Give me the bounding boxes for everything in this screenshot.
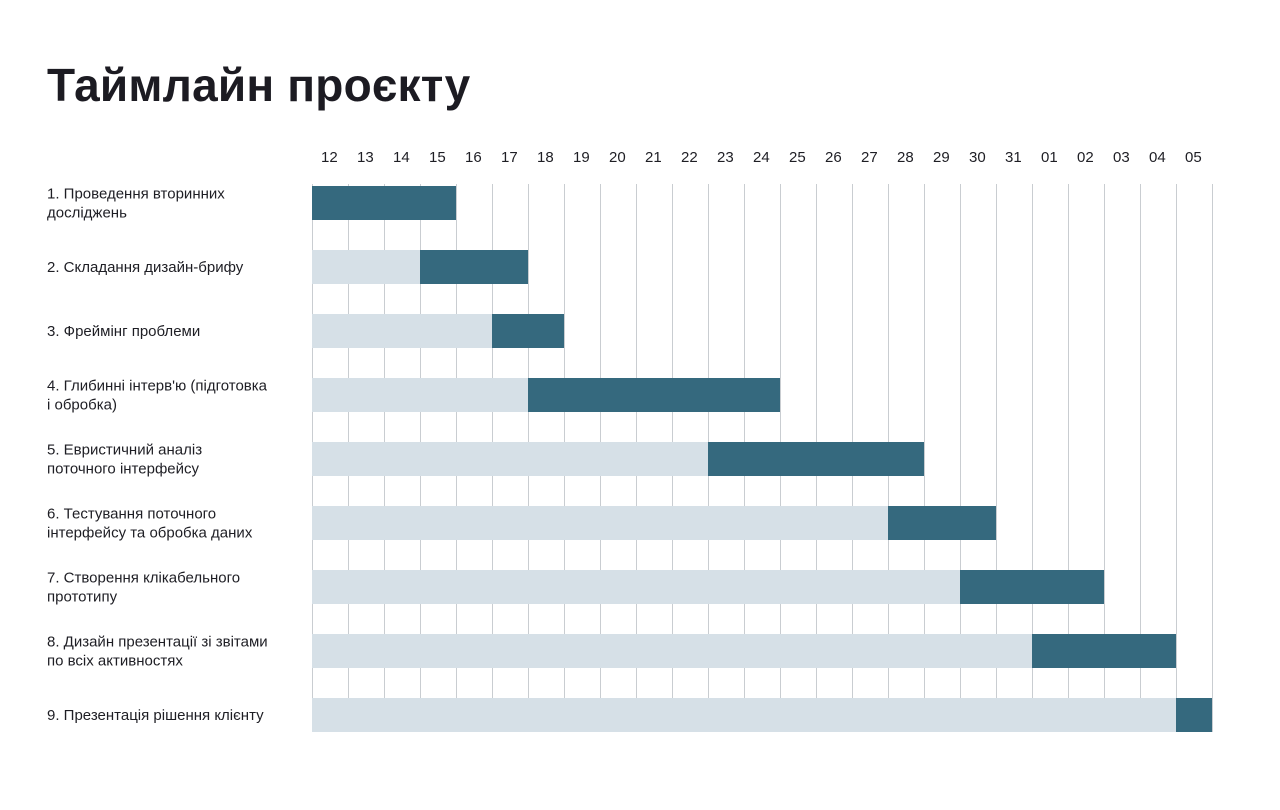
x-tick-label: 25 xyxy=(789,149,806,166)
task-label: 1. Проведення вторинних xyxy=(47,186,225,203)
task-label: інтерфейсу та обробка даних xyxy=(47,525,253,542)
task-label: 8. Дизайн презентації зі звітами xyxy=(47,634,268,651)
task-label: прототипу xyxy=(47,589,118,606)
x-tick-label: 28 xyxy=(897,149,914,166)
task-label: 2. Складання дизайн-брифу xyxy=(47,259,244,276)
bar-track xyxy=(312,442,708,476)
task-bar xyxy=(1032,634,1176,668)
x-tick-label: 02 xyxy=(1077,149,1094,166)
x-tick-label: 16 xyxy=(465,149,482,166)
task-label: 5. Евристичний аналіз xyxy=(47,442,202,459)
task-label: по всіх активностях xyxy=(47,653,183,670)
x-tick-label: 15 xyxy=(429,149,446,166)
task-bar xyxy=(492,314,564,348)
x-axis-ticks: 12 13 14 15 16 17 18 19 20 21 22 23 24 25 26 27 28 29 30 31… xyxy=(321,149,1202,166)
task-bars xyxy=(312,186,1212,732)
x-tick-label: 14 xyxy=(393,149,410,166)
x-tick-label: 21 xyxy=(645,149,662,166)
task-bar xyxy=(420,250,528,284)
task-bar xyxy=(708,442,924,476)
task-label: і обробка) xyxy=(47,397,117,414)
x-tick-label: 23 xyxy=(717,149,734,166)
x-tick-label: 27 xyxy=(861,149,878,166)
x-tick-label: 05 xyxy=(1185,149,1202,166)
bar-track xyxy=(312,314,492,348)
bar-track xyxy=(312,698,1176,732)
x-tick-label: 18 xyxy=(537,149,554,166)
x-tick-label: 29 xyxy=(933,149,950,166)
task-bar xyxy=(1176,698,1212,732)
task-label: поточного інтерфейсу xyxy=(47,461,200,478)
bar-track xyxy=(312,506,888,540)
bar-track xyxy=(312,570,960,604)
task-bar xyxy=(312,186,456,220)
bar-track xyxy=(312,634,1032,668)
x-tick-label: 13 xyxy=(357,149,374,166)
task-label: досліджень xyxy=(47,205,127,222)
bar-track xyxy=(312,250,420,284)
x-tick-label: 12 xyxy=(321,149,338,166)
bar-track xyxy=(312,378,528,412)
x-tick-label: 01 xyxy=(1041,149,1058,166)
x-tick-label: 20 xyxy=(609,149,626,166)
task-bar xyxy=(528,378,780,412)
x-tick-label: 17 xyxy=(501,149,518,166)
x-tick-label: 03 xyxy=(1113,149,1130,166)
page-title: Таймлайн проєкту xyxy=(47,59,471,111)
x-tick-label: 31 xyxy=(1005,149,1022,166)
task-bar xyxy=(960,570,1104,604)
task-bar xyxy=(888,506,996,540)
bar-tracks xyxy=(312,250,1176,732)
task-label: 3. Фреймінг проблеми xyxy=(47,323,200,340)
task-labels: 1. Проведення вторинних досліджень 2. Скла… xyxy=(47,186,268,725)
task-label: 6. Тестування поточного xyxy=(47,506,216,523)
x-tick-label: 30 xyxy=(969,149,986,166)
x-tick-label: 04 xyxy=(1149,149,1166,166)
x-tick-label: 26 xyxy=(825,149,842,166)
x-tick-label: 24 xyxy=(753,149,770,166)
task-label: 4. Глибинні інтерв'ю (підготовка xyxy=(47,378,268,395)
x-tick-label: 22 xyxy=(681,149,698,166)
task-label: 7. Створення клікабельного xyxy=(47,570,240,587)
task-label: 9. Презентація рішення клієнту xyxy=(47,707,264,724)
x-tick-label: 19 xyxy=(573,149,590,166)
